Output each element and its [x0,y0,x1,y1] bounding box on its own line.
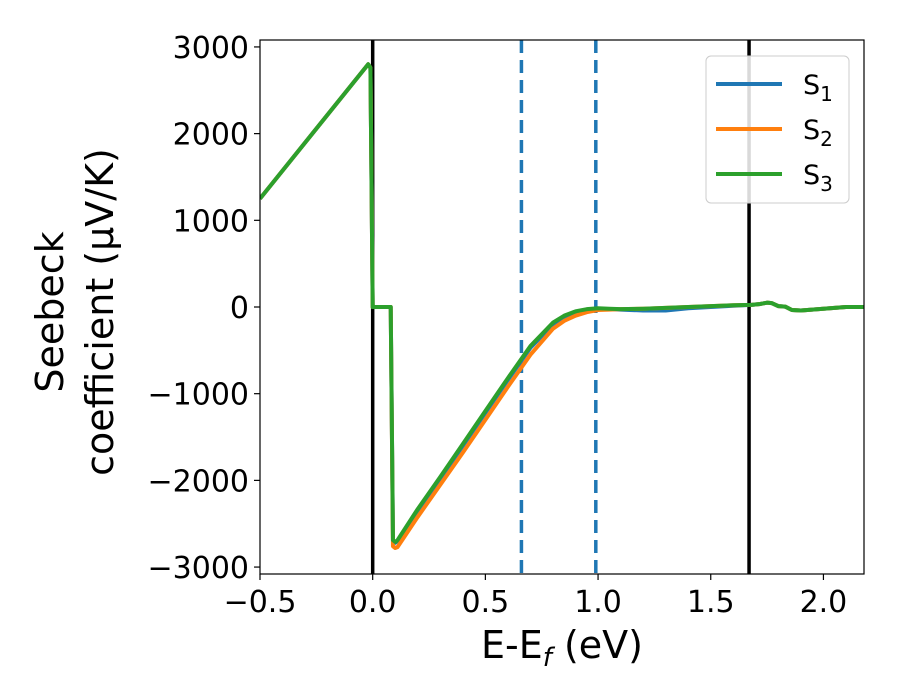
x-tick-label: 0.5 [462,585,510,620]
y-tick-label: 0 [230,291,249,326]
x-tick-label: 0.0 [349,585,397,620]
x-tick-label: 1.5 [687,585,735,620]
y-axis-title-line1: Seebeck [28,231,72,392]
x-tick-label: 1.0 [574,585,622,620]
y-tick-label: −1000 [148,378,249,413]
x-axis-title: E-Ef (eV) [481,623,643,673]
y-tick-label: −2000 [148,464,249,499]
y-axis-title: Seebeck coefficient (μV/K) [28,148,122,476]
legend-label-3: S3 [803,160,833,196]
y-axis-title-line2: coefficient (μV/K) [78,148,122,476]
y-tick-label: 3000 [173,31,249,66]
y-tick-label: −3000 [148,551,249,586]
legend: S1 S2 S3 [705,55,850,204]
legend-label-2: S2 [803,115,833,151]
series-layer [260,62,864,550]
legend-label-1: S1 [803,70,833,106]
x-tick-label: 2.0 [800,585,848,620]
x-tick-label: −0.5 [224,585,297,620]
x-axis-ticks: −0.5 0.0 0.5 1.0 1.5 2.0 [224,574,848,620]
y-axis-ticks: −3000 −2000 −1000 0 1000 2000 3000 [148,31,260,586]
y-tick-label: 1000 [173,204,249,239]
series-line-3 [260,62,864,544]
y-tick-label: 2000 [173,118,249,153]
